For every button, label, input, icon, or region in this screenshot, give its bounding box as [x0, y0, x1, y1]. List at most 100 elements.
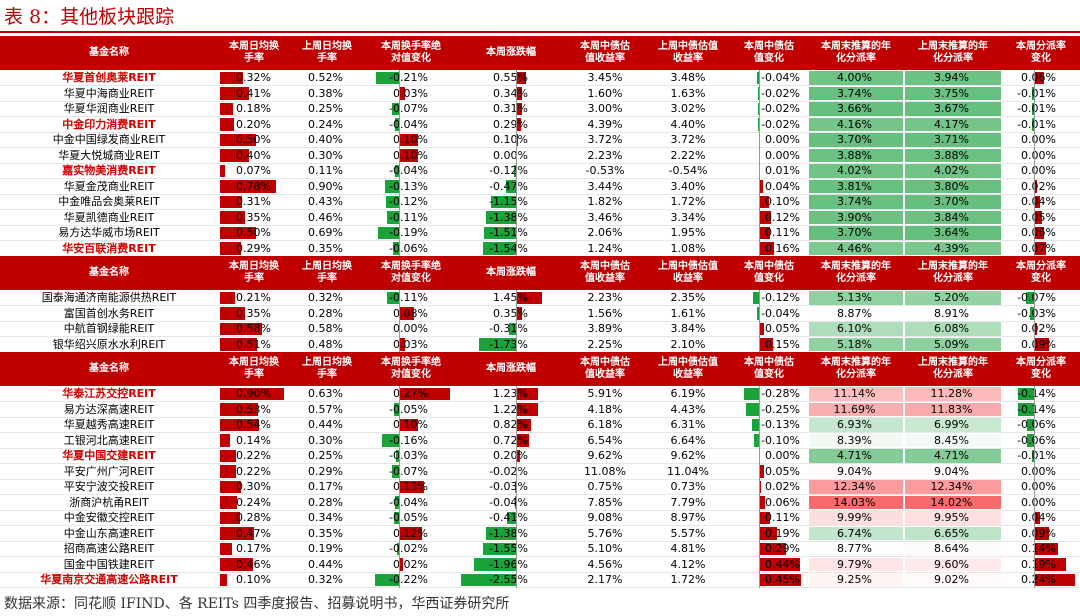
value-cell: 0.03%	[393, 337, 428, 351]
value-cell: 0.00%	[1021, 133, 1056, 146]
value-cell: 0.09%	[1021, 526, 1056, 540]
value-cell: 0.00%	[765, 148, 800, 162]
data-bar	[482, 242, 517, 255]
fund-name: 招商高速公路REIT	[63, 542, 155, 555]
data-bar	[378, 226, 400, 239]
fund-name: 中航首钢绿能REIT	[63, 322, 155, 335]
column-header: 上周日均换 手率	[290, 352, 364, 386]
value-cell: 0.45%	[765, 573, 800, 586]
heat-cell	[905, 226, 1001, 240]
value-cell: 0.72%	[493, 433, 528, 447]
value-cell: 0.00%	[765, 449, 800, 462]
data-bar	[220, 434, 231, 447]
data-bar	[1033, 226, 1044, 239]
data-bar	[220, 87, 250, 100]
value-cell: 0.29%	[493, 117, 528, 131]
value-cell: 0.07%	[1021, 241, 1056, 255]
value-cell: 12.34%	[930, 480, 973, 493]
row-divider	[0, 116, 1080, 117]
heat-cell	[809, 291, 903, 305]
value-cell: 14.02%	[930, 495, 973, 509]
data-bar	[1026, 418, 1034, 431]
value-cell: 0.50%	[236, 226, 271, 239]
heat-cell	[905, 148, 1001, 162]
value-cell: -0.02%	[489, 464, 528, 478]
column-header: 本周日均换 手率	[218, 352, 290, 386]
row-divider	[0, 320, 1080, 322]
row-divider	[0, 131, 1080, 133]
data-bar	[220, 180, 276, 193]
fund-name: 银华绍兴原水水利REIT	[52, 337, 166, 351]
value-cell: 0.44%	[308, 557, 343, 571]
fund-name: 华夏首创奥莱REIT	[62, 71, 156, 84]
data-bar	[399, 527, 422, 540]
value-cell: 1.63%	[670, 86, 706, 100]
value-cell: 0.32%	[236, 71, 271, 84]
value-cell: 1.95%	[670, 226, 706, 239]
heat-cell	[905, 337, 1001, 351]
heat-cell	[905, 306, 1001, 320]
column-header: 本周中债估 值收益率	[564, 256, 646, 290]
value-cell: 0.43%	[308, 195, 343, 208]
value-cell: 0.32%	[308, 291, 343, 304]
heat-cell	[905, 322, 1001, 336]
value-cell: 0.00%	[1021, 480, 1056, 493]
value-cell: 0.57%	[308, 402, 343, 416]
data-bar	[220, 226, 256, 239]
fund-name: 华夏中国交建REIT	[62, 449, 156, 462]
data-bar	[759, 542, 787, 555]
data-bar	[759, 338, 774, 351]
heat-cell	[905, 557, 1001, 571]
value-cell: 0.40%	[308, 133, 343, 146]
data-bar	[516, 291, 542, 304]
data-bar	[752, 291, 760, 304]
value-cell: 0.16%	[765, 241, 800, 255]
heat-cell	[809, 542, 903, 556]
data-bar	[483, 226, 517, 239]
data-bar	[515, 496, 517, 509]
value-cell: 9.95%	[934, 511, 969, 524]
fund-name: 华夏华润商业REIT	[63, 102, 155, 115]
value-cell: 5.09%	[934, 337, 969, 351]
data-bar	[1033, 338, 1049, 351]
value-cell: 0.00%	[1021, 464, 1056, 478]
data-bar	[392, 242, 400, 255]
heat-cell	[809, 133, 903, 147]
zero-axis	[1033, 70, 1035, 256]
data-bar	[394, 164, 400, 177]
fund-name: 国金中国铁建REIT	[63, 557, 155, 571]
value-cell: 0.07%	[236, 164, 271, 177]
value-cell: 0.52%	[308, 71, 343, 84]
row-divider	[0, 571, 1080, 573]
value-cell: 0.44%	[765, 557, 800, 571]
value-cell: 0.50%	[236, 133, 271, 146]
value-cell: 3.84%	[670, 322, 706, 335]
value-cell: -1.73%	[489, 337, 528, 351]
heat-cell	[905, 86, 1001, 100]
heat-cell	[905, 511, 1001, 525]
value-cell: -0.06%	[1017, 433, 1056, 447]
value-cell: 4.02%	[837, 164, 872, 177]
data-bar	[758, 87, 760, 100]
heat-cell	[809, 148, 903, 162]
data-bar	[1032, 87, 1034, 100]
data-bar	[516, 307, 523, 320]
data-bar	[220, 418, 259, 431]
value-cell: 0.04%	[765, 179, 800, 193]
row-divider	[0, 447, 1080, 449]
data-bar	[399, 480, 424, 493]
data-bar	[516, 102, 522, 115]
heat-cell	[809, 164, 903, 178]
heat-cell	[809, 402, 903, 416]
row-divider	[0, 432, 1080, 433]
value-cell: 9.62%	[587, 449, 623, 462]
value-cell: 0.11%	[308, 164, 343, 177]
value-cell: 1.23%	[493, 387, 528, 400]
column-header: 本周换手率绝 对值变化	[364, 256, 458, 290]
data-bar	[1033, 242, 1046, 255]
value-cell: -0.03%	[489, 480, 528, 493]
value-cell: 2.35%	[670, 291, 706, 304]
value-cell: -0.04%	[389, 117, 428, 131]
value-cell: 1.61%	[670, 306, 706, 320]
value-cell: 0.34%	[308, 511, 343, 524]
